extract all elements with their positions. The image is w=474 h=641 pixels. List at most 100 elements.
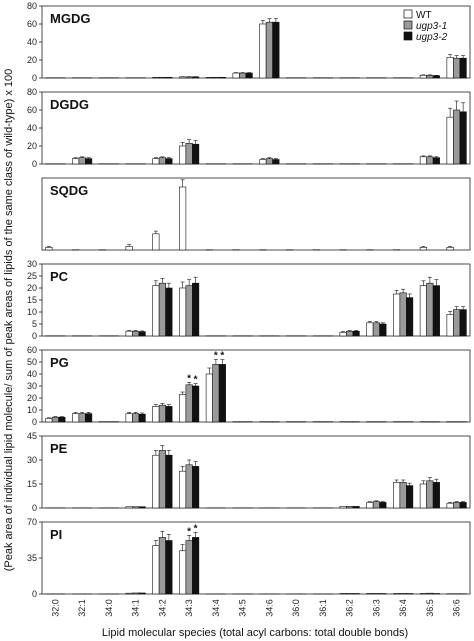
y-tick-label: 25	[27, 271, 37, 281]
bar-dgdg-ugp3-2-36-6	[459, 111, 467, 165]
bar-mgdg-ugp3-1-34-5	[239, 72, 247, 79]
bar-pg-wt-34-4	[205, 373, 213, 423]
bar-sqdg-wt-32-0	[45, 247, 53, 251]
bar-pe-ugp3-1-34-1	[132, 506, 140, 509]
bar-pe-ugp3-2-36-5	[432, 482, 440, 509]
bar-pc-ugp3-2-36-2	[352, 330, 360, 337]
bar-pi-ugp3-2-34-2	[165, 540, 173, 595]
y-tick-label: 40	[27, 369, 37, 379]
bar-mgdg-wt-34-5	[232, 72, 240, 79]
bar-pc-wt-36-6	[446, 314, 454, 337]
y-tick-label: 30	[27, 455, 37, 465]
panel-frame	[41, 435, 471, 509]
significance-mark: *	[187, 373, 191, 384]
bar-sqdg-wt-36-6	[446, 247, 454, 251]
legend-swatch	[403, 20, 413, 30]
bar-dgdg-ugp3-1-36-5	[426, 156, 434, 165]
bar-pe-ugp3-2-36-4	[406, 485, 414, 509]
bar-pe-wt-36-6	[446, 502, 454, 509]
bar-pc-wt-34-3	[179, 287, 187, 337]
bar-pc-ugp3-1-36-3	[372, 322, 380, 337]
y-tick-label: 60	[27, 105, 37, 115]
bar-sqdg-wt-36-5	[419, 247, 427, 251]
y-tick-label: 10	[27, 307, 37, 317]
bar-dgdg-ugp3-1-34-6	[265, 158, 273, 165]
y-tick-label: 20	[27, 283, 37, 293]
x-tick-label: 36:6	[452, 599, 462, 617]
bar-pe-ugp3-2-34-1	[138, 506, 146, 509]
panel-label: PI	[50, 527, 62, 542]
y-tick-label: 40	[27, 123, 37, 133]
bar-dgdg-ugp3-1-34-2	[158, 157, 166, 165]
y-tick-label: 15	[27, 479, 37, 489]
panel-frame	[41, 91, 471, 165]
x-tick-label: 34:0	[104, 599, 114, 617]
bar-pc-ugp3-2-36-4	[406, 297, 414, 337]
bar-sqdg-wt-34-1	[125, 246, 133, 251]
panel-label: SQDG	[50, 183, 88, 198]
x-tick-label: 36:1	[318, 599, 328, 617]
x-tick-label: 36:2	[345, 599, 355, 617]
panel-mgdg: 0 20 40 60 80 MGDG	[27, 1, 471, 83]
y-tick-label: 20	[27, 141, 37, 151]
bar-pi-ugp3-2-36-5	[432, 593, 440, 595]
y-tick-label: 30	[27, 381, 37, 391]
bar-sqdg-wt-34-2	[152, 233, 160, 251]
bar-mgdg-ugp3-2-34-4	[218, 76, 226, 79]
bar-pc-ugp3-1-34-3	[185, 285, 193, 337]
bar-mgdg-wt-36-5	[419, 75, 427, 79]
bar-pi-wt-34-1	[125, 592, 133, 595]
bar-pi-ugp3-1-34-3	[185, 540, 193, 595]
panel-frame	[41, 177, 471, 251]
x-tick-label: 36:5	[425, 599, 435, 617]
y-tick-label: 70	[27, 517, 37, 527]
bar-pi-wt-34-3	[179, 550, 187, 595]
panel-pe: 0 15 30 45 PE	[27, 431, 471, 513]
bar-pe-wt-34-1	[125, 506, 133, 509]
bar-dgdg-ugp3-2-34-3	[192, 143, 200, 165]
bar-pc-ugp3-2-36-3	[379, 323, 387, 337]
bar-pg-wt-34-3	[179, 394, 187, 423]
x-tick-label: 34:2	[157, 599, 167, 617]
x-axis-title: Lipid molecular species (total acyl carb…	[102, 627, 408, 639]
bar-pc-wt-36-5	[419, 285, 427, 337]
bar-pi-ugp3-2-36-2	[352, 593, 360, 595]
bar-pc-ugp3-1-36-5	[426, 282, 434, 337]
bar-pe-ugp3-2-34-3	[192, 466, 200, 509]
y-tick-label: 60	[27, 345, 37, 355]
bar-pe-ugp3-1-36-2	[346, 506, 354, 509]
panel-label: PE	[50, 441, 68, 456]
panels-group: 0 20 40 60 80 MGDG 0 20 40 60 80 DGDG SQDG 0 5 10 15 20 25…	[27, 1, 471, 617]
bar-pi-wt-34-2	[152, 545, 160, 595]
y-tick-label: 10	[27, 405, 37, 415]
bar-pg-ugp3-1-32-1	[78, 413, 86, 423]
bar-pi-wt-36-3	[366, 593, 374, 595]
y-tick-label: 0	[32, 159, 37, 169]
bar-pc-wt-34-2	[152, 285, 160, 337]
bar-pi-wt-36-2	[339, 593, 347, 595]
bar-dgdg-ugp3-2-36-5	[432, 157, 440, 165]
bar-mgdg-ugp3-1-34-4	[212, 76, 220, 79]
y-axis-title: (Peak area of individual lipid molecule/…	[3, 69, 15, 572]
x-tick-label: 36:3	[371, 599, 381, 617]
bar-pc-ugp3-2-34-2	[165, 287, 173, 337]
bar-mgdg-ugp3-2-36-6	[459, 57, 467, 79]
bar-pg-ugp3-2-34-1	[138, 413, 146, 423]
bar-sqdg-wt-34-3	[179, 186, 187, 251]
bar-pg-ugp3-1-32-0	[51, 416, 59, 423]
panel-label: PG	[50, 355, 69, 370]
bar-pc-wt-36-4	[393, 293, 401, 337]
bar-mgdg-ugp3-1-34-3	[185, 76, 193, 79]
bar-pc-ugp3-2-36-5	[432, 285, 440, 337]
significance-mark: *	[220, 351, 224, 362]
y-tick-label: 50	[27, 357, 37, 367]
bar-pe-wt-36-5	[419, 483, 427, 509]
bar-dgdg-wt-36-5	[419, 156, 427, 165]
legend-swatch	[403, 31, 413, 41]
x-tick-label: 34:1	[131, 599, 141, 617]
x-tick-label: 32:1	[77, 599, 87, 617]
y-tick-label: 80	[27, 1, 37, 11]
panel-pc: 0 5 10 15 20 25 30 PC	[27, 259, 471, 341]
bar-pe-wt-36-3	[366, 502, 374, 509]
